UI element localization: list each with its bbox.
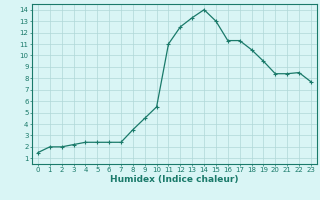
X-axis label: Humidex (Indice chaleur): Humidex (Indice chaleur) xyxy=(110,175,239,184)
